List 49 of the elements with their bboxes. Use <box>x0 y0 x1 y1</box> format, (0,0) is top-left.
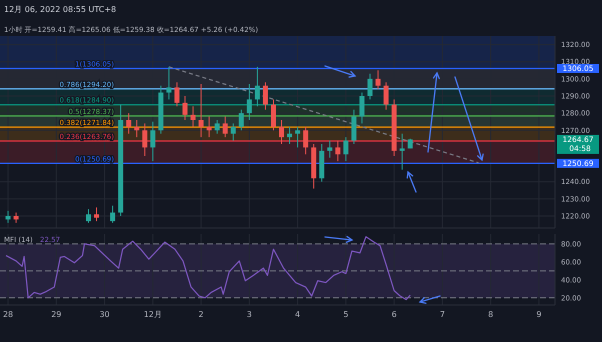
candlestick <box>126 112 132 134</box>
candlestick <box>134 120 140 138</box>
candlestick <box>214 120 220 134</box>
x-tick-label: 5 <box>343 310 348 319</box>
x-tick-label: 30 <box>99 310 110 319</box>
candlestick <box>14 212 19 224</box>
candlestick <box>343 136 348 162</box>
candlestick <box>86 208 91 224</box>
candlestick <box>150 121 156 162</box>
line-series <box>5 236 411 300</box>
candlestick <box>174 82 180 107</box>
candlestick <box>270 98 276 131</box>
candlestick <box>287 126 292 144</box>
candlestick <box>376 70 381 90</box>
candlestick <box>230 122 236 142</box>
candlestick <box>384 82 389 110</box>
candlestick <box>246 84 252 120</box>
candlestick <box>166 66 172 100</box>
candlestick <box>279 120 284 144</box>
candlestick <box>182 96 188 120</box>
candlestick <box>327 140 332 158</box>
candlestick <box>238 109 244 131</box>
candlestick <box>303 126 308 155</box>
x-tick-label: 2 <box>198 310 204 319</box>
x-tick-label: 12月 <box>144 310 162 319</box>
candlestick <box>254 66 260 107</box>
candlestick <box>335 140 340 162</box>
x-tick-label: 29 <box>51 310 62 319</box>
candlestick <box>400 133 405 170</box>
chart-title: 12月 06, 2022 08:55 UTC+8 <box>4 5 116 14</box>
candlestick <box>408 138 413 149</box>
x-tick-label: 7 <box>440 310 445 319</box>
candlestick <box>110 205 116 224</box>
x-tick-label: 9 <box>536 310 542 319</box>
candlestick <box>262 82 268 110</box>
candlestick <box>198 84 204 138</box>
x-tick-label: 8 <box>488 310 494 319</box>
candlestick <box>368 73 372 100</box>
x-tick-label: 4 <box>295 310 300 319</box>
candlestick <box>222 116 228 138</box>
candlestick <box>6 210 11 224</box>
x-tick-label: 3 <box>246 310 252 319</box>
x-tick-label: 6 <box>392 310 397 319</box>
candlestick <box>206 116 212 138</box>
x-tick-label: 28 <box>2 310 14 319</box>
candlestick <box>351 109 356 144</box>
candlestick <box>142 122 148 156</box>
candlestick <box>190 106 196 128</box>
candlestick <box>359 92 364 124</box>
